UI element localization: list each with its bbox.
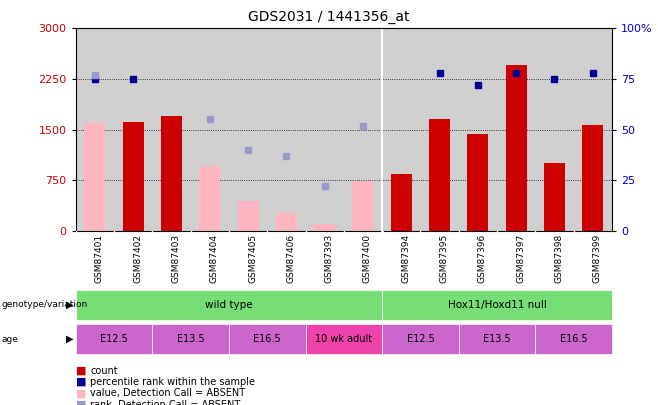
Text: 10 wk adult: 10 wk adult <box>315 334 372 344</box>
Bar <box>314 224 335 231</box>
Text: age: age <box>1 335 18 344</box>
Text: E16.5: E16.5 <box>560 334 588 344</box>
Bar <box>505 66 526 231</box>
Text: E12.5: E12.5 <box>407 334 434 344</box>
Text: ■: ■ <box>76 388 86 398</box>
Text: ▶: ▶ <box>66 300 74 310</box>
Text: GSM87394: GSM87394 <box>401 234 410 283</box>
Text: GSM87399: GSM87399 <box>593 234 602 283</box>
Text: ■: ■ <box>76 400 86 405</box>
Text: E16.5: E16.5 <box>253 334 281 344</box>
Text: count: count <box>90 366 118 375</box>
Text: GSM87398: GSM87398 <box>555 234 563 283</box>
Bar <box>467 134 488 231</box>
Bar <box>122 122 143 231</box>
Text: GSM87400: GSM87400 <box>363 234 372 283</box>
Text: GSM87397: GSM87397 <box>516 234 525 283</box>
Text: GSM87405: GSM87405 <box>248 234 257 283</box>
Text: GSM87402: GSM87402 <box>133 234 142 283</box>
Text: rank, Detection Call = ABSENT: rank, Detection Call = ABSENT <box>90 400 240 405</box>
Bar <box>161 116 182 231</box>
Text: GSM87404: GSM87404 <box>210 234 218 283</box>
Bar <box>353 181 374 231</box>
Text: wild type: wild type <box>205 300 253 310</box>
Text: GSM87406: GSM87406 <box>286 234 295 283</box>
Text: ▶: ▶ <box>66 334 74 344</box>
Bar <box>429 119 450 231</box>
Text: E13.5: E13.5 <box>483 334 511 344</box>
Text: percentile rank within the sample: percentile rank within the sample <box>90 377 255 387</box>
Bar <box>199 166 220 231</box>
Text: genotype/variation: genotype/variation <box>1 300 88 309</box>
Text: GSM87396: GSM87396 <box>478 234 487 283</box>
Bar <box>582 125 603 231</box>
Bar <box>276 213 297 231</box>
Text: E13.5: E13.5 <box>177 334 205 344</box>
Text: Hox11/Hoxd11 null: Hox11/Hoxd11 null <box>447 300 546 310</box>
Text: value, Detection Call = ABSENT: value, Detection Call = ABSENT <box>90 388 245 398</box>
Bar <box>238 201 259 231</box>
Text: GDS2031 / 1441356_at: GDS2031 / 1441356_at <box>248 10 410 24</box>
Text: ■: ■ <box>76 366 86 375</box>
Text: E12.5: E12.5 <box>100 334 128 344</box>
Text: GSM87403: GSM87403 <box>172 234 180 283</box>
Bar <box>84 123 105 231</box>
Text: ■: ■ <box>76 377 86 387</box>
Text: GSM87393: GSM87393 <box>324 234 334 283</box>
Bar <box>544 163 565 231</box>
Text: GSM87395: GSM87395 <box>440 234 449 283</box>
Bar <box>391 174 412 231</box>
Text: GSM87401: GSM87401 <box>95 234 104 283</box>
